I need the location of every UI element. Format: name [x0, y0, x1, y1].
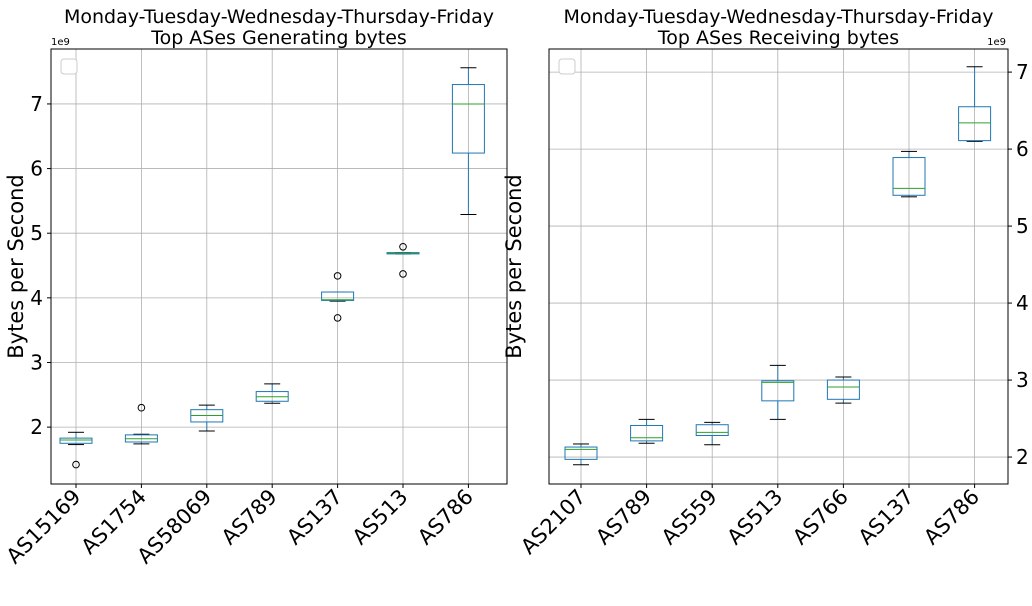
- box-AS15169: [59, 431, 93, 469]
- chart-panel-2: 2 3 4 5 6 7 AS2107 AS789 AS559 AS513 AS766 AS137 AS7…: [502, 6, 1029, 559]
- flier-point: [333, 272, 342, 280]
- x-tick-label: AS513: [722, 485, 787, 550]
- y-tick-label: 3: [1016, 368, 1029, 392]
- x-tick-label: AS786: [413, 485, 478, 550]
- chart-title-line: Top ASes Generating bytes: [150, 27, 407, 49]
- x-tick-label: AS766: [788, 485, 853, 550]
- box-AS786: [451, 67, 485, 215]
- y-axis-label: Bytes per Second: [502, 174, 526, 358]
- y-tick-label: 2: [30, 415, 43, 439]
- legend-box: [558, 58, 576, 75]
- box-AS789: [630, 418, 664, 444]
- flier-point: [399, 270, 407, 278]
- box-AS513: [761, 364, 795, 420]
- flier-point: [72, 460, 80, 469]
- box-AS137: [321, 272, 355, 322]
- y-tick-label: 2: [1016, 445, 1029, 469]
- box-AS786: [958, 66, 992, 142]
- box-AS789: [255, 383, 289, 404]
- x-tick-label: AS789: [591, 485, 656, 550]
- box-AS559: [695, 421, 729, 446]
- box-rect: [958, 106, 992, 142]
- box-AS2107: [564, 443, 598, 466]
- x-tick-label: AS137: [282, 485, 347, 550]
- box-rect: [59, 437, 93, 444]
- plot-frame: [548, 48, 1009, 485]
- box-rect: [630, 424, 664, 442]
- y-tick-label: 7: [1016, 60, 1029, 84]
- x-tick-label: AS2107: [516, 485, 590, 559]
- y-scale-label: 1e9: [51, 37, 70, 48]
- box-AS58069: [190, 404, 224, 432]
- chart-title-line: Top ASes Receiving bytes: [657, 27, 899, 49]
- chart-title-line: Monday-Tuesday-Wednesday-Thursday-Friday: [563, 6, 993, 28]
- box-rect: [892, 157, 926, 196]
- box-rect: [564, 446, 598, 460]
- box-AS513: [386, 242, 420, 278]
- y-tick-label: 6: [1016, 137, 1029, 161]
- box-rect: [761, 380, 795, 402]
- y-tick-label: 5: [30, 221, 43, 245]
- y-axis-label: Bytes per Second: [4, 174, 28, 358]
- y-tick-label: 4: [30, 286, 43, 310]
- legend-box: [60, 58, 78, 75]
- plot-frame: [50, 48, 508, 485]
- x-tick-label: AS786: [919, 485, 984, 550]
- x-tick-label: AS137: [854, 485, 919, 550]
- box-AS766: [826, 376, 860, 404]
- box-rect: [826, 379, 860, 400]
- x-tick-label: AS789: [217, 485, 282, 550]
- y-tick-label: 6: [30, 157, 43, 181]
- x-tick-label: AS559: [657, 485, 722, 550]
- y-tick-label: 5: [1016, 214, 1029, 238]
- x-tick-label: AS513: [348, 485, 413, 550]
- y-tick-label: 4: [1016, 291, 1029, 315]
- y-tick-label: 3: [30, 350, 43, 374]
- box-AS137: [892, 150, 926, 198]
- flier-point: [333, 314, 342, 322]
- y-tick-label: 7: [30, 92, 43, 116]
- flier-point: [399, 242, 407, 251]
- x-tick-label: AS15169: [2, 485, 86, 569]
- box-rect: [451, 84, 485, 154]
- box-rect: [695, 424, 729, 436]
- box-rect: [321, 291, 355, 301]
- chart-title-line: Monday-Tuesday-Wednesday-Thursday-Friday: [64, 6, 494, 28]
- y-scale-label: 1e9: [987, 37, 1006, 48]
- box-AS1754: [124, 403, 158, 445]
- flier-point: [137, 403, 146, 412]
